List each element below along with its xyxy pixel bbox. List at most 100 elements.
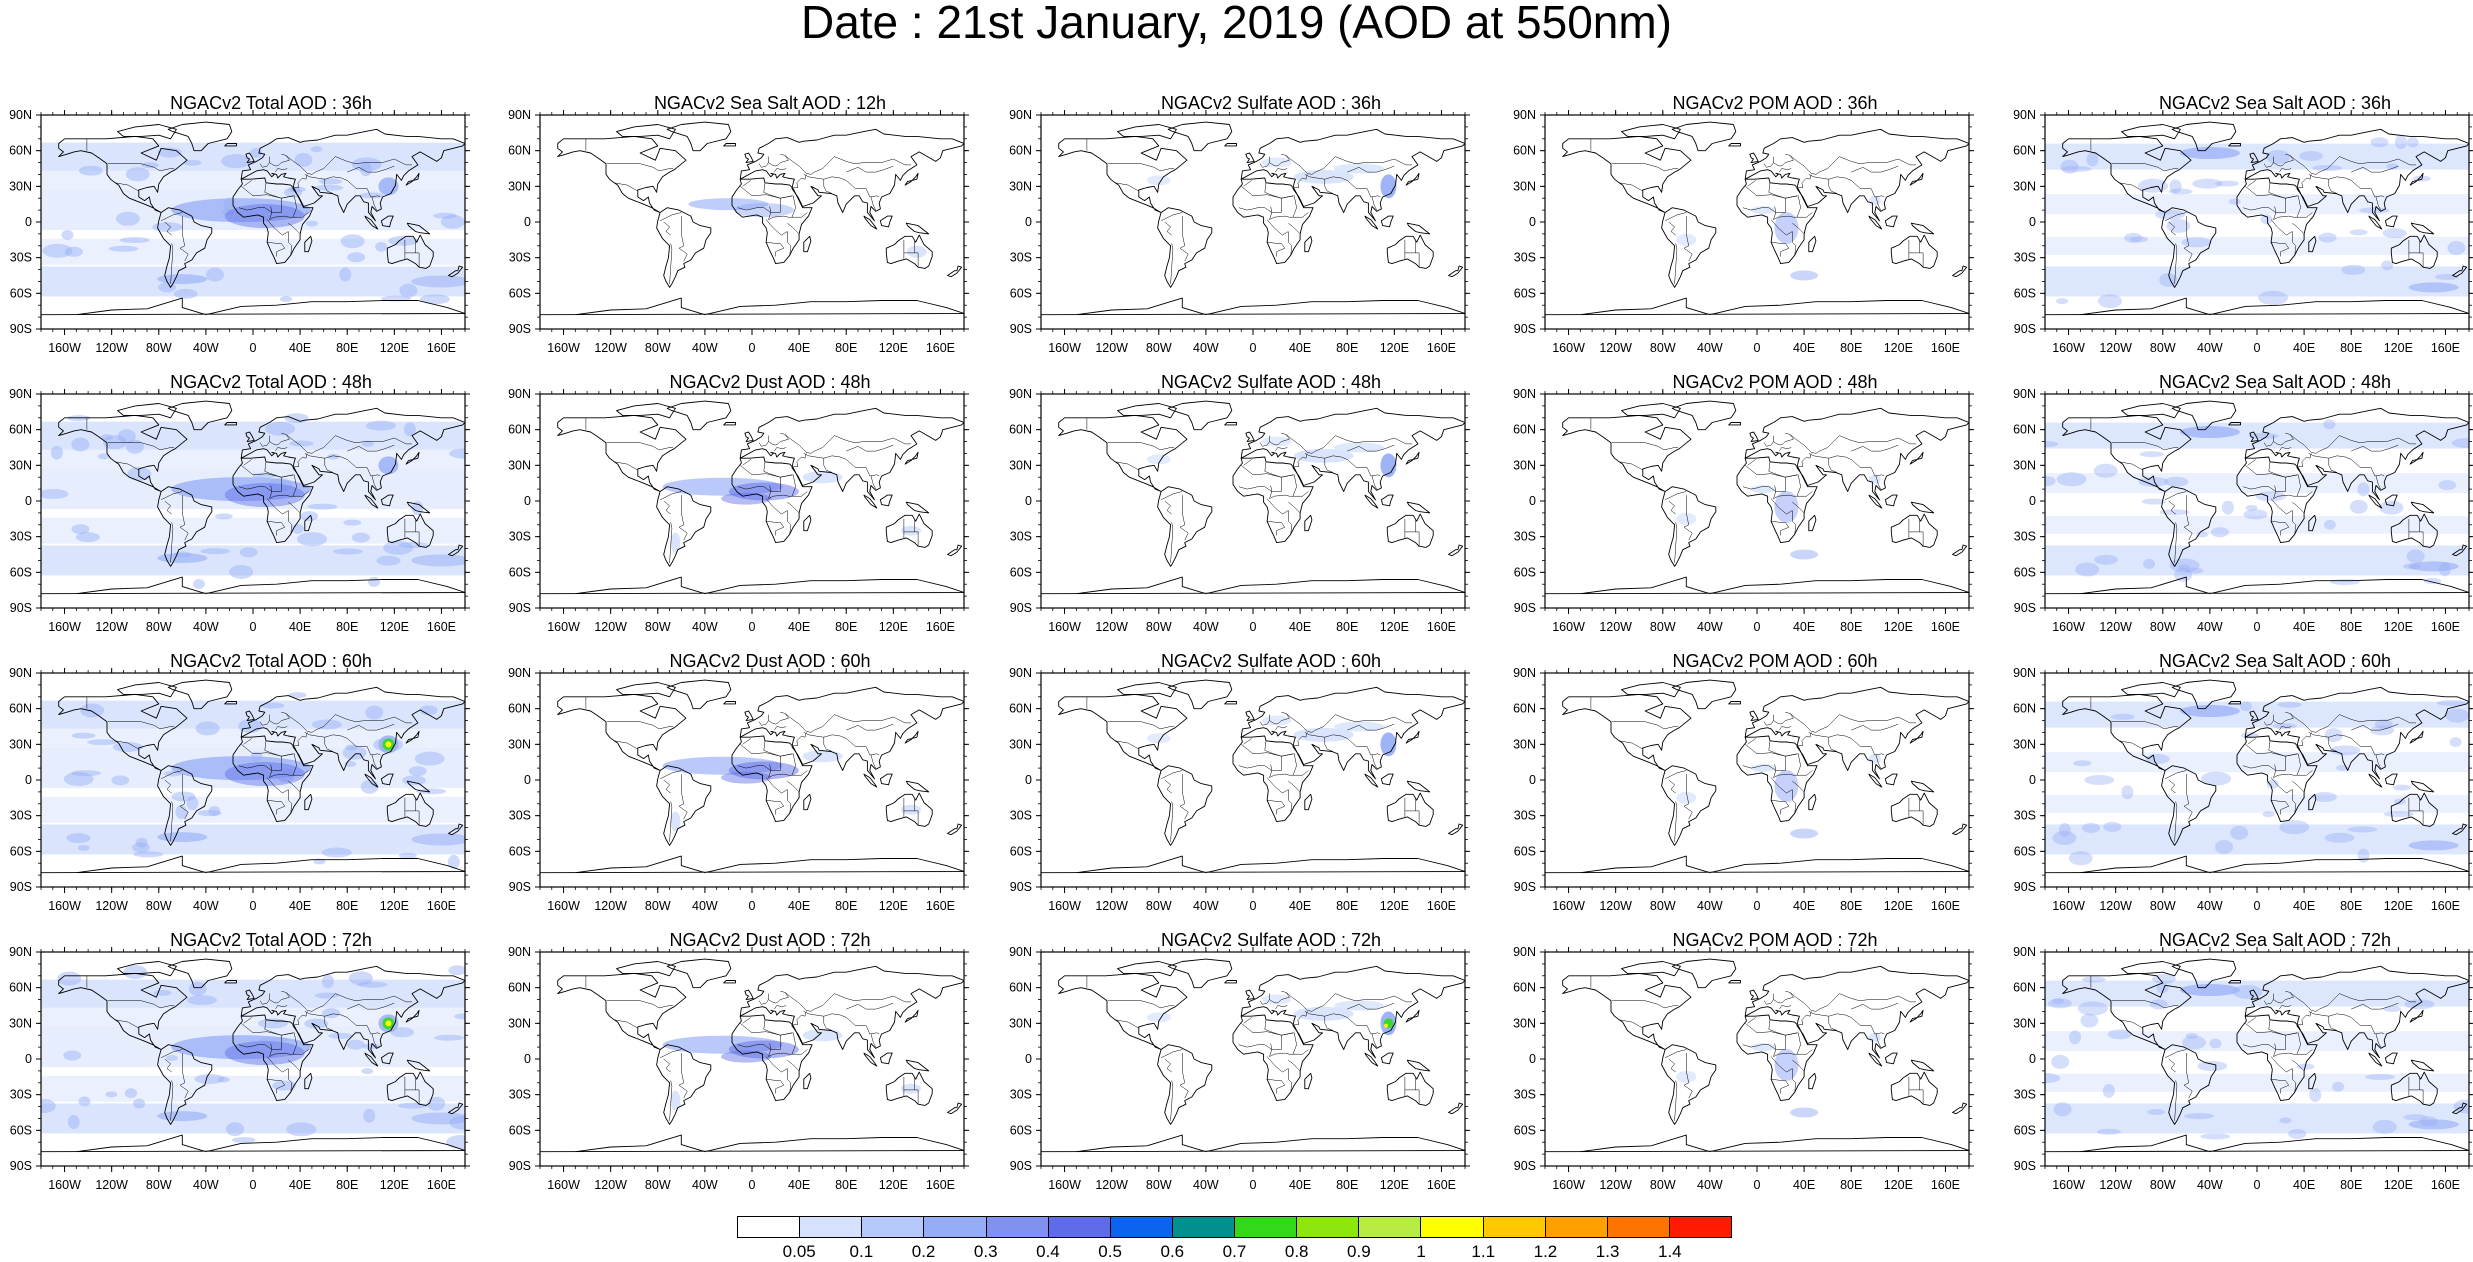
aod-plume: [112, 742, 143, 753]
country-border: [2273, 206, 2297, 220]
country-border: [1170, 522, 1174, 563]
country-border: [259, 435, 270, 447]
lon-tick-label: 120W: [2099, 899, 2132, 913]
country-border: [1269, 1043, 1293, 1057]
coastline: [1232, 735, 1314, 823]
coastline: [405, 730, 420, 744]
coastline: [58, 414, 188, 492]
aod-plume: [2312, 165, 2343, 172]
country-border: [1828, 455, 1885, 477]
aod-plume: [343, 519, 362, 526]
country-border: [2328, 734, 2385, 756]
country-border: [275, 726, 288, 731]
lat-tick-label: 0: [1025, 1052, 1032, 1066]
coastline: [2228, 980, 2241, 984]
aod-plume: [2073, 760, 2092, 767]
coastline: [405, 451, 420, 465]
lon-tick-label: 0: [749, 1178, 756, 1192]
aod-plume: [411, 554, 465, 567]
lat-tick-label: 0: [25, 215, 32, 229]
aod-band: [41, 979, 465, 1008]
country-border: [1875, 196, 1881, 211]
colorbar-label: 0.3: [973, 1242, 998, 1261]
lon-tick-label: 120E: [879, 899, 908, 913]
coastline: [304, 514, 313, 532]
aod-plume: [2110, 713, 2135, 720]
aod-plume: [2318, 232, 2337, 243]
lat-tick-label: 30N: [2013, 1016, 2036, 1030]
aod-plume: [105, 1091, 118, 1098]
lat-tick-label: 30N: [508, 1016, 531, 1030]
lat-tick-label: 60N: [508, 144, 531, 158]
aod-plume: [2324, 728, 2343, 743]
lon-tick-label: 0: [749, 620, 756, 634]
map-panel: NGACv2 Dust AOD : 60h 90N 60N 30N 0 30S 60S 90S…: [508, 651, 970, 926]
aod-plume: [446, 1134, 465, 1149]
aod-plume: [440, 214, 465, 229]
lon-tick-label: 160W: [1048, 1178, 1081, 1192]
country-border: [294, 174, 308, 188]
lon-tick-label: 160W: [1552, 341, 1585, 355]
colorbar-label: 1.4: [1657, 1242, 1682, 1261]
lon-tick-label: 160E: [1931, 899, 1960, 913]
coastline: [2390, 234, 2438, 269]
aod-band: [2045, 236, 2469, 255]
colorbar-label: 0.5: [1098, 1242, 1122, 1261]
country-border: [2119, 182, 2143, 192]
aod-plume: [2086, 152, 2099, 167]
lon-tick-label: 80E: [1840, 1178, 1862, 1192]
coastline: [41, 297, 465, 316]
lon-tick-label: 120E: [2384, 620, 2413, 634]
coastline: [224, 980, 237, 984]
aod-plume: [300, 511, 319, 522]
map-panel: NGACv2 Total AOD : 48h 90N 60N 30N 0 30S 60S 90…: [9, 372, 471, 647]
aod-plume: [61, 229, 74, 240]
country-border: [1179, 216, 1189, 262]
lon-tick-label: 160E: [2431, 1178, 2460, 1192]
aod-plume: [2052, 830, 2077, 845]
map-panel: NGACv2 Total AOD : 36h 90N 60N 30N 0 30S 60S 90…: [9, 93, 471, 368]
lon-tick-label: 40W: [1697, 899, 1723, 913]
coastline: [1041, 1134, 1465, 1153]
lat-tick-label: 30S: [1010, 809, 1032, 823]
country-border: [1294, 453, 1308, 467]
country-border: [742, 738, 751, 745]
aod-plume: [351, 157, 382, 172]
aod-plume: [361, 1068, 374, 1075]
aod-plume: [2166, 218, 2191, 233]
coastline: [2384, 215, 2398, 228]
coastline: [904, 451, 919, 465]
country-border: [1828, 734, 1885, 756]
lat-tick-label: 60N: [1009, 981, 1032, 995]
country-border: [2419, 1089, 2424, 1105]
aod-plume: [171, 198, 312, 223]
lat-tick-label: 0: [1529, 773, 1536, 787]
country-border: [846, 165, 894, 173]
country-border: [1851, 723, 1899, 731]
aod-plume: [419, 705, 438, 716]
country-border: [768, 711, 789, 725]
country-border: [1668, 1058, 1676, 1073]
map-panel: NGACv2 Sea Salt AOD : 36h 90N 60N 30N 0 30S 60…: [2013, 93, 2473, 368]
country-border: [1798, 174, 1812, 188]
lon-tick-label: 120W: [1095, 899, 1128, 913]
lat-tick-label: 60N: [2013, 144, 2036, 158]
lat-tick-label: 90N: [1513, 666, 1536, 680]
map-panel: NGACv2 Total AOD : 60h 90N 60N 30N 0 30S 60S 90…: [9, 651, 471, 926]
country-border: [164, 779, 172, 794]
coastline: [1448, 265, 1464, 278]
lon-tick-label: 160W: [1552, 899, 1585, 913]
aod-field: [1676, 195, 1881, 281]
aod-plume: [1146, 733, 1171, 744]
colorbar-label: 0.7: [1222, 1242, 1247, 1261]
country-border: [803, 453, 833, 473]
aod-plume: [63, 1050, 82, 1061]
aod-plume: [388, 235, 419, 246]
coastline: [1749, 710, 1759, 722]
aod-plume: [385, 1020, 392, 1027]
coastline: [2171, 121, 2237, 152]
country-border: [768, 153, 789, 167]
lat-tick-label: 30S: [1514, 1088, 1536, 1102]
